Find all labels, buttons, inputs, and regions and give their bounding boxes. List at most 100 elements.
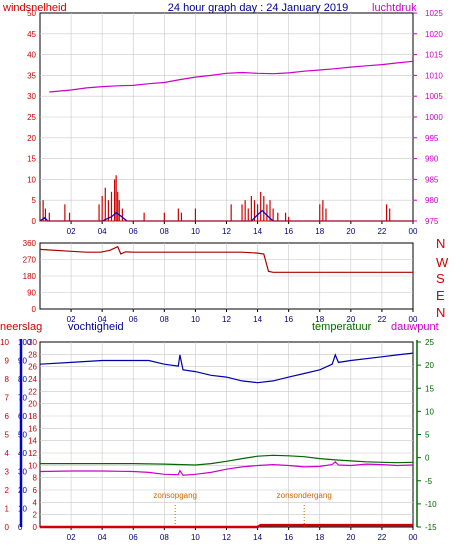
- rain-axis-tick: 9: [5, 357, 10, 366]
- rain-axis-tick: 6: [5, 412, 10, 421]
- rain-axis-tick: 10: [0, 338, 9, 347]
- panel3-x-tick: 04: [98, 533, 107, 542]
- panel1-x-tick: 04: [98, 227, 107, 236]
- pressure-axis-tick: 980: [425, 196, 439, 205]
- pressure-axis-tick: 975: [425, 217, 439, 226]
- panel3-x-tick: 00: [409, 533, 418, 542]
- panel2-x-tick: 18: [315, 315, 324, 324]
- temperature-axis-tick: 18: [28, 412, 37, 421]
- temperature-axis-tick: 2: [33, 511, 38, 520]
- panel2-x-tick: 08: [160, 315, 169, 324]
- panel2-x-tick: 14: [253, 315, 262, 324]
- temperature-axis-tick: 22: [28, 387, 37, 396]
- panel1-x-tick: 06: [129, 227, 138, 236]
- pressure-axis-tick: 990: [425, 155, 439, 164]
- pressure-line: [49, 60, 414, 93]
- humidity-axis-tick: 90: [18, 357, 27, 366]
- humidity-axis-tick: 40: [18, 449, 27, 458]
- panel3-x-tick: 08: [160, 533, 169, 542]
- humidity-axis-tick: 70: [18, 394, 27, 403]
- panel2-x-tick: 04: [98, 315, 107, 324]
- wind-axis-tick: 5: [32, 196, 37, 205]
- panel3-x-tick: 14: [253, 533, 262, 542]
- rain-label: neerslag: [0, 321, 42, 333]
- right-temp-axis-tick: 20: [425, 361, 434, 370]
- wind-pressure-panel: 0510152025303540455097598098599099510001…: [27, 9, 443, 236]
- right-temp-axis-tick: 0: [425, 454, 430, 463]
- humidity-axis-tick: 100: [18, 338, 32, 347]
- direction-label-n2: N: [436, 305, 445, 320]
- pressure-axis-tick: 1015: [425, 51, 443, 60]
- direction-axis-tick: 180: [23, 272, 37, 281]
- direction-axis-tick: 90: [27, 289, 36, 298]
- wind-axis-tick: 0: [32, 217, 37, 226]
- wind-axis-tick: 40: [27, 51, 36, 60]
- right-temp-axis-tick: 10: [425, 407, 434, 416]
- panel2-x-tick: 22: [377, 315, 386, 324]
- rain-axis-tick: 5: [5, 431, 10, 440]
- panel3-x-tick: 16: [284, 533, 293, 542]
- pressure-axis-tick: 995: [425, 134, 439, 143]
- humidity-label: vochtigheid: [68, 321, 124, 333]
- panel3-x-tick: 02: [67, 533, 76, 542]
- humidity-axis-tick: 0: [18, 523, 23, 532]
- right-temp-axis-tick: 5: [425, 431, 430, 440]
- wind-speed-label: windsnelheid: [2, 2, 67, 14]
- panel2-x-tick: 10: [191, 315, 200, 324]
- temperature-axis-tick: 24: [28, 375, 37, 384]
- temperature-axis-tick: 0: [33, 523, 38, 532]
- direction-label-e: E: [436, 288, 445, 303]
- temperature-axis-tick: 8: [33, 474, 38, 483]
- sunrise-label: zonsopgang: [153, 491, 197, 500]
- rain-line: [40, 523, 413, 529]
- panel1-x-tick: 12: [222, 227, 231, 236]
- panel1-x-tick: 22: [377, 227, 386, 236]
- dewpoint-line: [39, 460, 414, 476]
- right-temp-axis-tick: 25: [425, 338, 434, 347]
- panel3-x-tick: 22: [377, 533, 386, 542]
- humidity-line: [39, 352, 414, 384]
- wind-axis-tick: 20: [27, 134, 36, 143]
- direction-axis-tick: 270: [23, 256, 37, 265]
- wind-direction-line: [39, 245, 413, 273]
- rain-axis-tick: 8: [5, 375, 10, 384]
- wind-axis-tick: 45: [27, 30, 36, 39]
- panel3-x-tick: 12: [222, 533, 231, 542]
- panel1-x-tick: 16: [284, 227, 293, 236]
- rain-axis-tick: 4: [5, 449, 10, 458]
- humidity-axis-tick: 30: [18, 468, 27, 477]
- rain-axis-tick: 0: [5, 523, 10, 532]
- panel2-x-tick: 06: [129, 315, 138, 324]
- panel2-x-tick: 16: [284, 315, 293, 324]
- panel2-x-tick: 12: [222, 315, 231, 324]
- panel3-x-tick: 10: [191, 533, 200, 542]
- rain-axis-tick: 3: [5, 468, 10, 477]
- direction-label-n: N: [436, 236, 445, 251]
- panel3-x-tick: 18: [315, 533, 324, 542]
- direction-label-w: W: [436, 255, 449, 270]
- right-temp-axis-tick: -5: [425, 477, 433, 486]
- panel1-x-tick: 20: [346, 227, 355, 236]
- dewpoint-label: dauwpunt: [391, 321, 439, 333]
- pressure-axis-tick: 1005: [425, 92, 443, 101]
- panel2-x-tick: 20: [346, 315, 355, 324]
- wind-direction-panel: 0 90 180 270 360 02 04 06 08 10 12 14 16 18 20 22 00: [23, 239, 418, 324]
- temperature-axis-tick: 10: [28, 461, 37, 470]
- panel1-x-tick: 14: [253, 227, 262, 236]
- sunset-label: zonsondergang: [277, 491, 332, 500]
- direction-axis-tick: 360: [23, 239, 37, 248]
- humidity-axis-tick: 50: [18, 431, 27, 440]
- wind-axis-tick: 35: [27, 71, 36, 80]
- direction-axis-tick: 0: [32, 305, 37, 314]
- temperature-axis-tick: 20: [28, 400, 37, 409]
- temperature-axis-tick: 28: [28, 350, 37, 359]
- rain-axis-tick: 7: [5, 394, 10, 403]
- humidity-axis-tick: 20: [18, 486, 27, 495]
- pressure-axis-tick: 985: [425, 175, 439, 184]
- temperature-axis-tick: 12: [28, 449, 37, 458]
- temperature-axis-tick: 16: [28, 424, 37, 433]
- panel2-x-tick: 00: [409, 315, 418, 324]
- humidity-axis-tick: 10: [18, 505, 27, 514]
- wind-axis-tick: 30: [27, 92, 36, 101]
- panel1-x-tick: 10: [191, 227, 200, 236]
